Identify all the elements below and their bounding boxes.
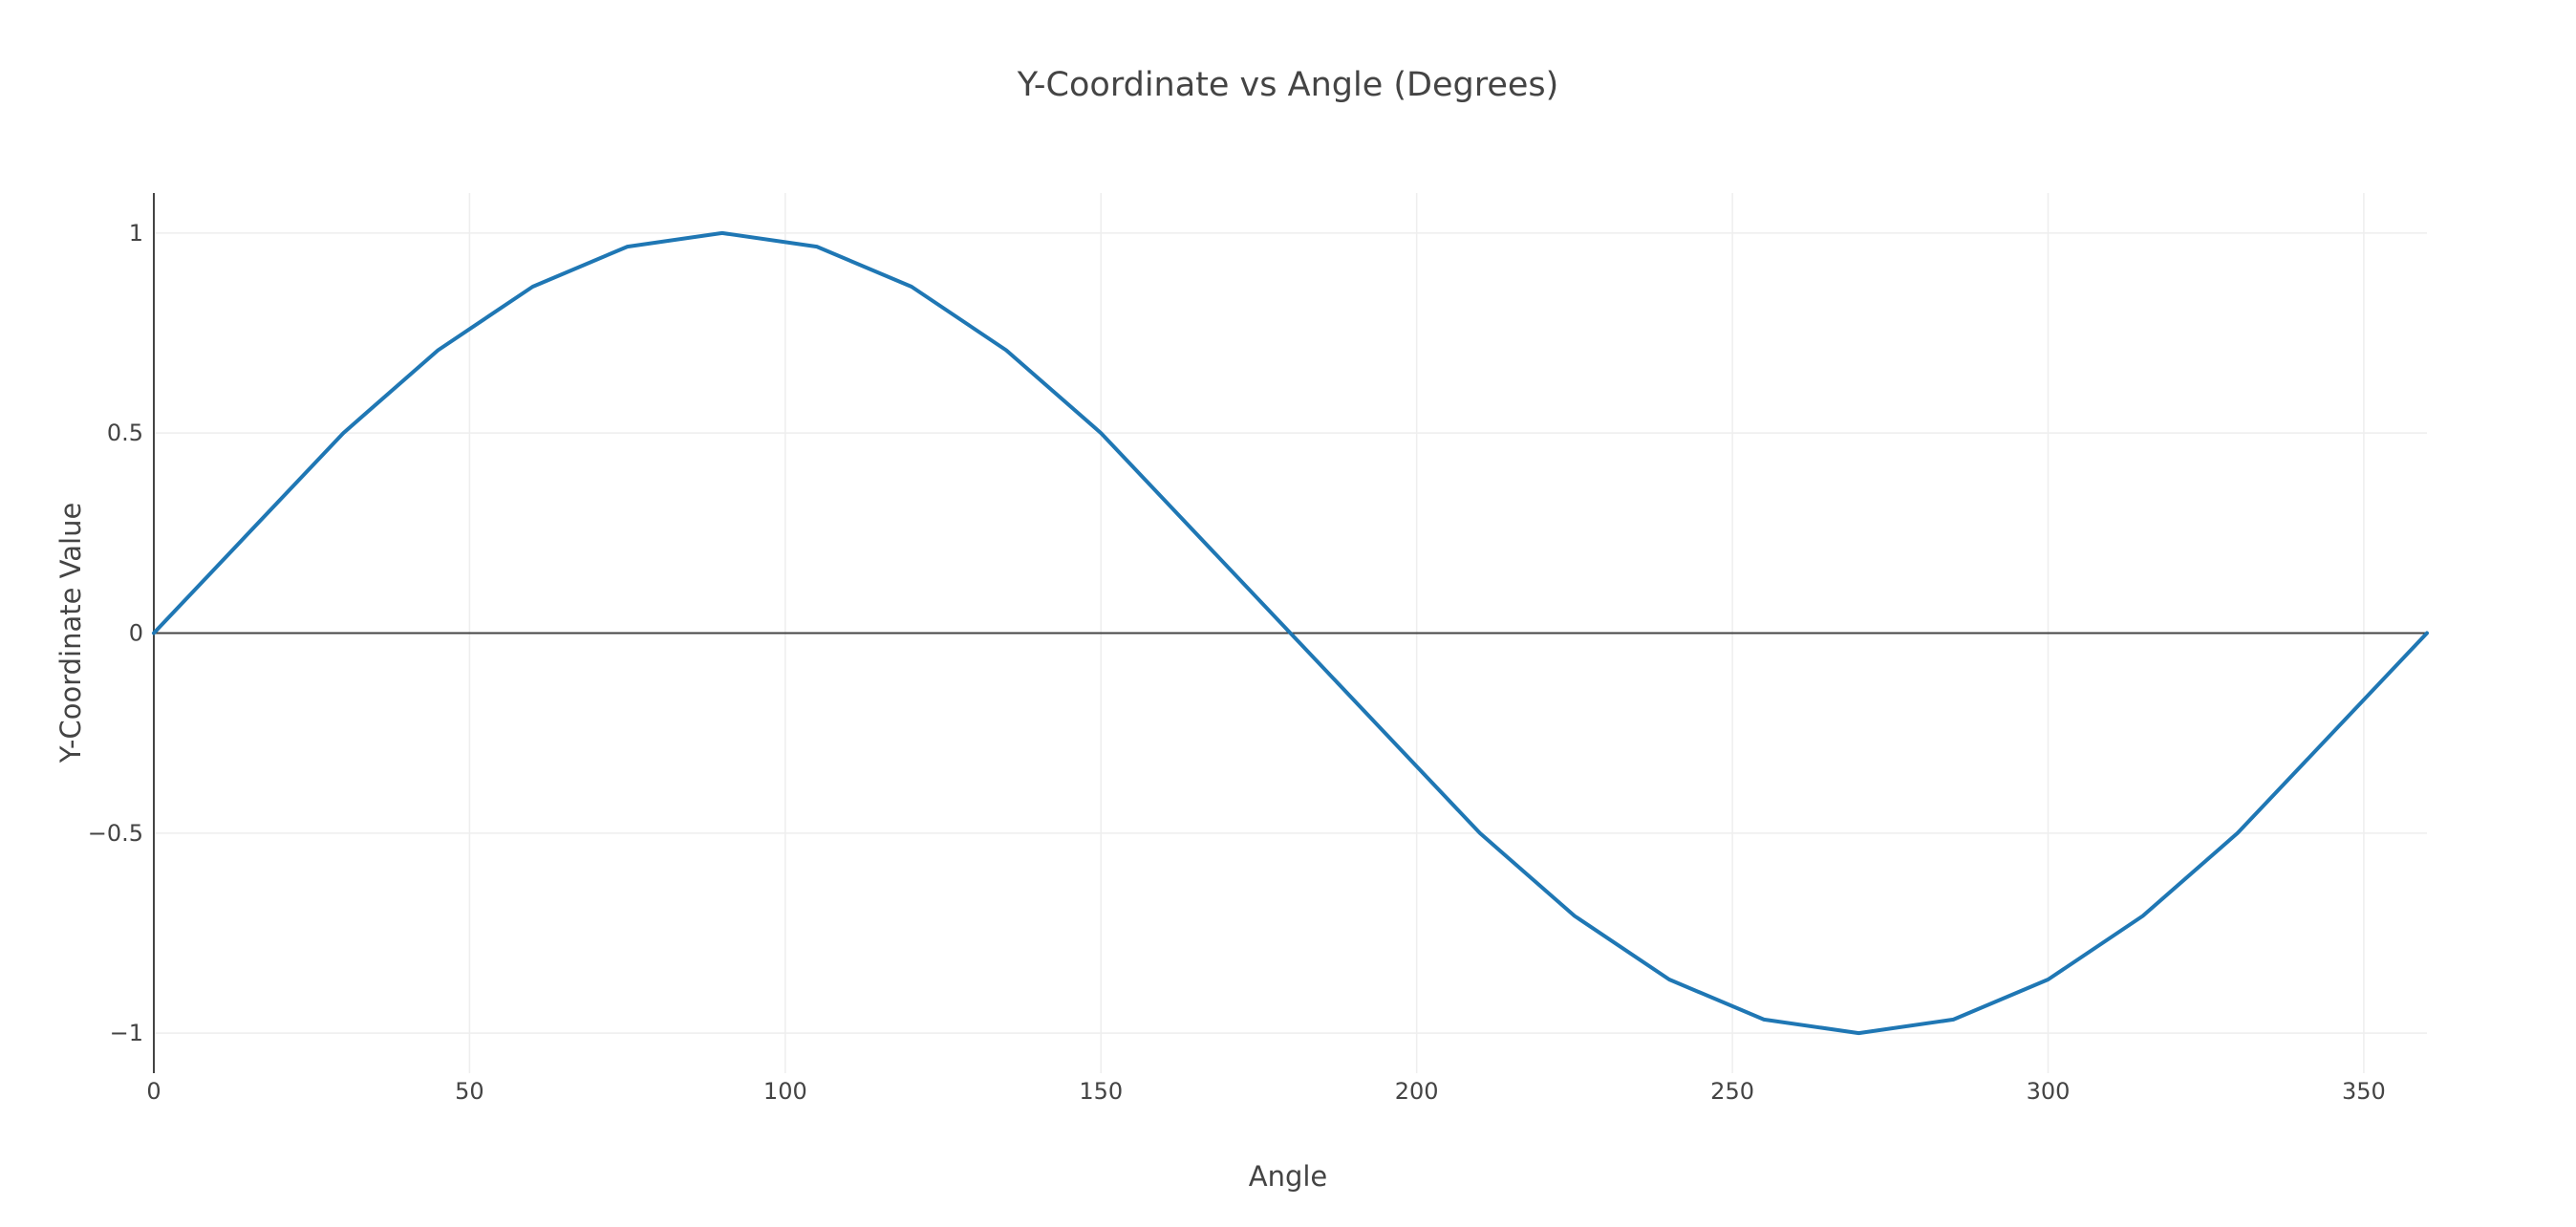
x-tick-label: 200	[1395, 1078, 1439, 1105]
chart-title: Y-Coordinate vs Angle (Degrees)	[1017, 66, 1559, 104]
x-axis-title: Angle	[1249, 1160, 1328, 1193]
y-tick-label: 0.5	[107, 420, 143, 446]
y-tick-label: −1	[110, 1020, 143, 1046]
x-tick-label: 250	[1710, 1078, 1754, 1105]
x-tick-label: 100	[763, 1078, 807, 1105]
x-tick-label: 350	[2342, 1078, 2386, 1105]
x-tick-label: 50	[455, 1078, 484, 1105]
y-tick-label: 1	[129, 220, 143, 247]
x-tick-label: 300	[2027, 1078, 2071, 1105]
y-tick-label: 0	[129, 620, 143, 647]
series-layer	[152, 230, 2429, 1036]
x-tick-label: 150	[1079, 1078, 1123, 1105]
series-line	[152, 230, 2429, 1036]
x-tick-label: 0	[146, 1078, 161, 1105]
tick-labels: 0 50 100 150 200 250 300 350 1 0.5 0 −0.5 −1	[88, 220, 2386, 1105]
y-tick-label: −0.5	[88, 820, 143, 847]
y-axis-title: Y-Coordinate Value	[54, 503, 87, 764]
